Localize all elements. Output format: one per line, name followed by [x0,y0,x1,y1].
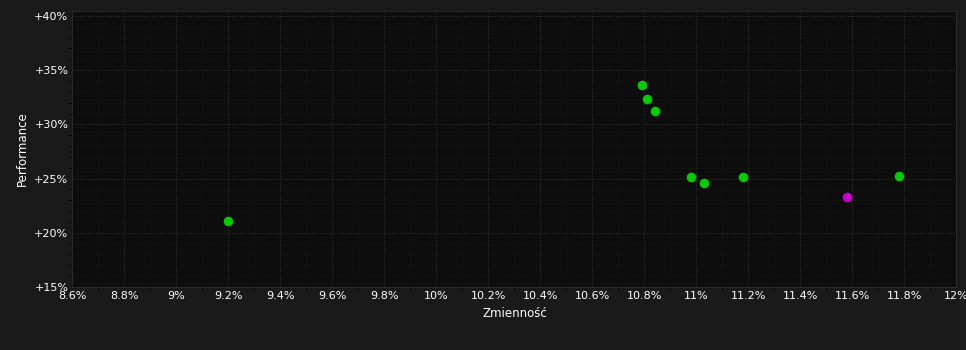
Point [639,97,655,102]
Point [892,174,907,179]
X-axis label: Zmienność: Zmienność [482,307,547,320]
Point [220,218,236,224]
Point [683,175,698,180]
Point [735,175,751,180]
Point [634,83,649,88]
Point [647,108,663,114]
Y-axis label: Performance: Performance [15,111,29,186]
Point [696,180,712,186]
Point [839,194,855,200]
